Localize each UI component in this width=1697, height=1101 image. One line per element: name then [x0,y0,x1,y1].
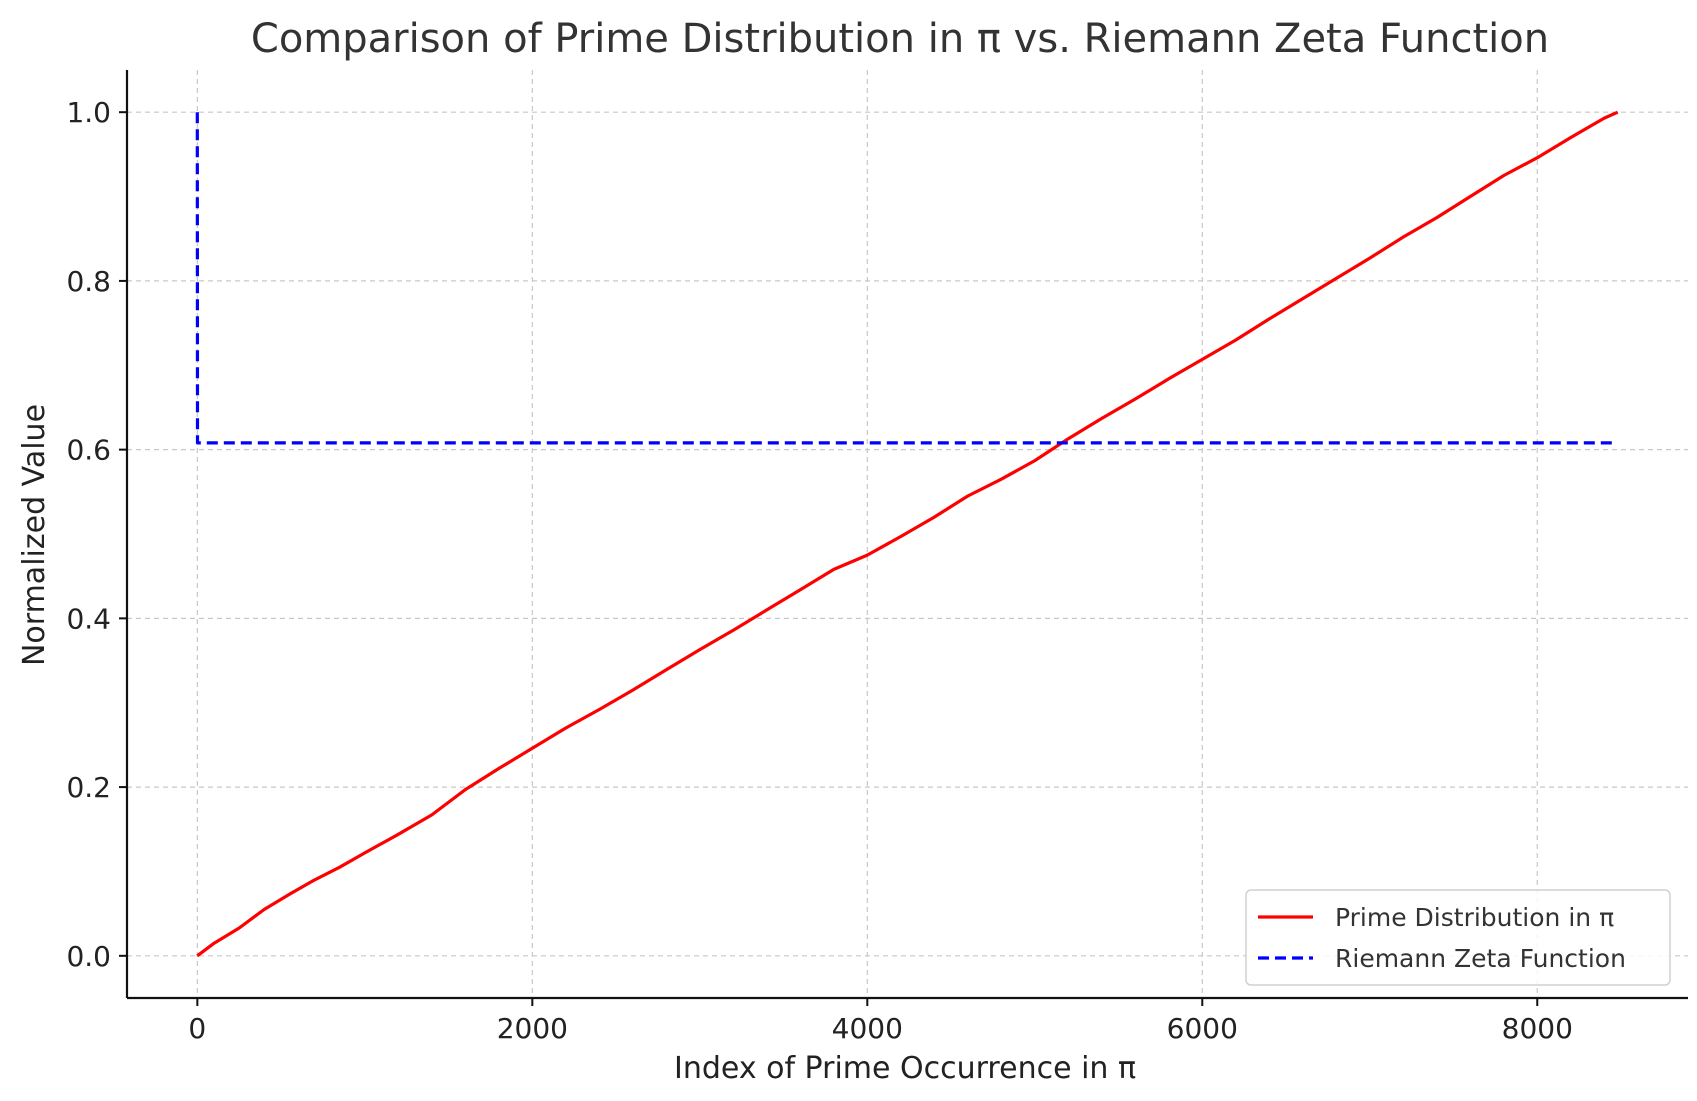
y-tick-label: 0.2 [66,771,111,804]
axes-layer: 0 2000 4000 6000 8000 0.0 0.2 0.4 0.6 0.8 1.0 [66,70,1688,1045]
legend-label: Riemann Zeta Function [1335,944,1626,973]
series-line-riemann-zeta [195,112,1618,445]
x-axis-label: Index of Prime Occurrence in π [674,1051,1136,1086]
y-tick-label: 0.0 [66,940,111,973]
series-line-prime-distribution [196,110,1619,958]
x-tick-label: 6000 [1167,1012,1238,1045]
y-tick-label: 0.8 [66,265,111,298]
legend: Prime Distribution in π Riemann Zeta Func… [1245,889,1671,986]
y-axis-label: Normalized Value [17,404,52,666]
x-tick-label: 0 [188,1012,206,1045]
legend-label: Prime Distribution in π [1335,903,1614,932]
chart-title: Comparison of Prime Distribution in π vs… [251,16,1549,62]
y-tick-label: 0.6 [66,434,111,467]
x-tick-label: 8000 [1502,1012,1573,1045]
y-tick-label: 1.0 [66,96,111,129]
series-layer [195,110,1619,958]
x-tick-label: 2000 [497,1012,568,1045]
x-tick-label: 4000 [832,1012,903,1045]
legend-box [1245,889,1671,986]
y-tick-label: 0.4 [66,602,111,635]
